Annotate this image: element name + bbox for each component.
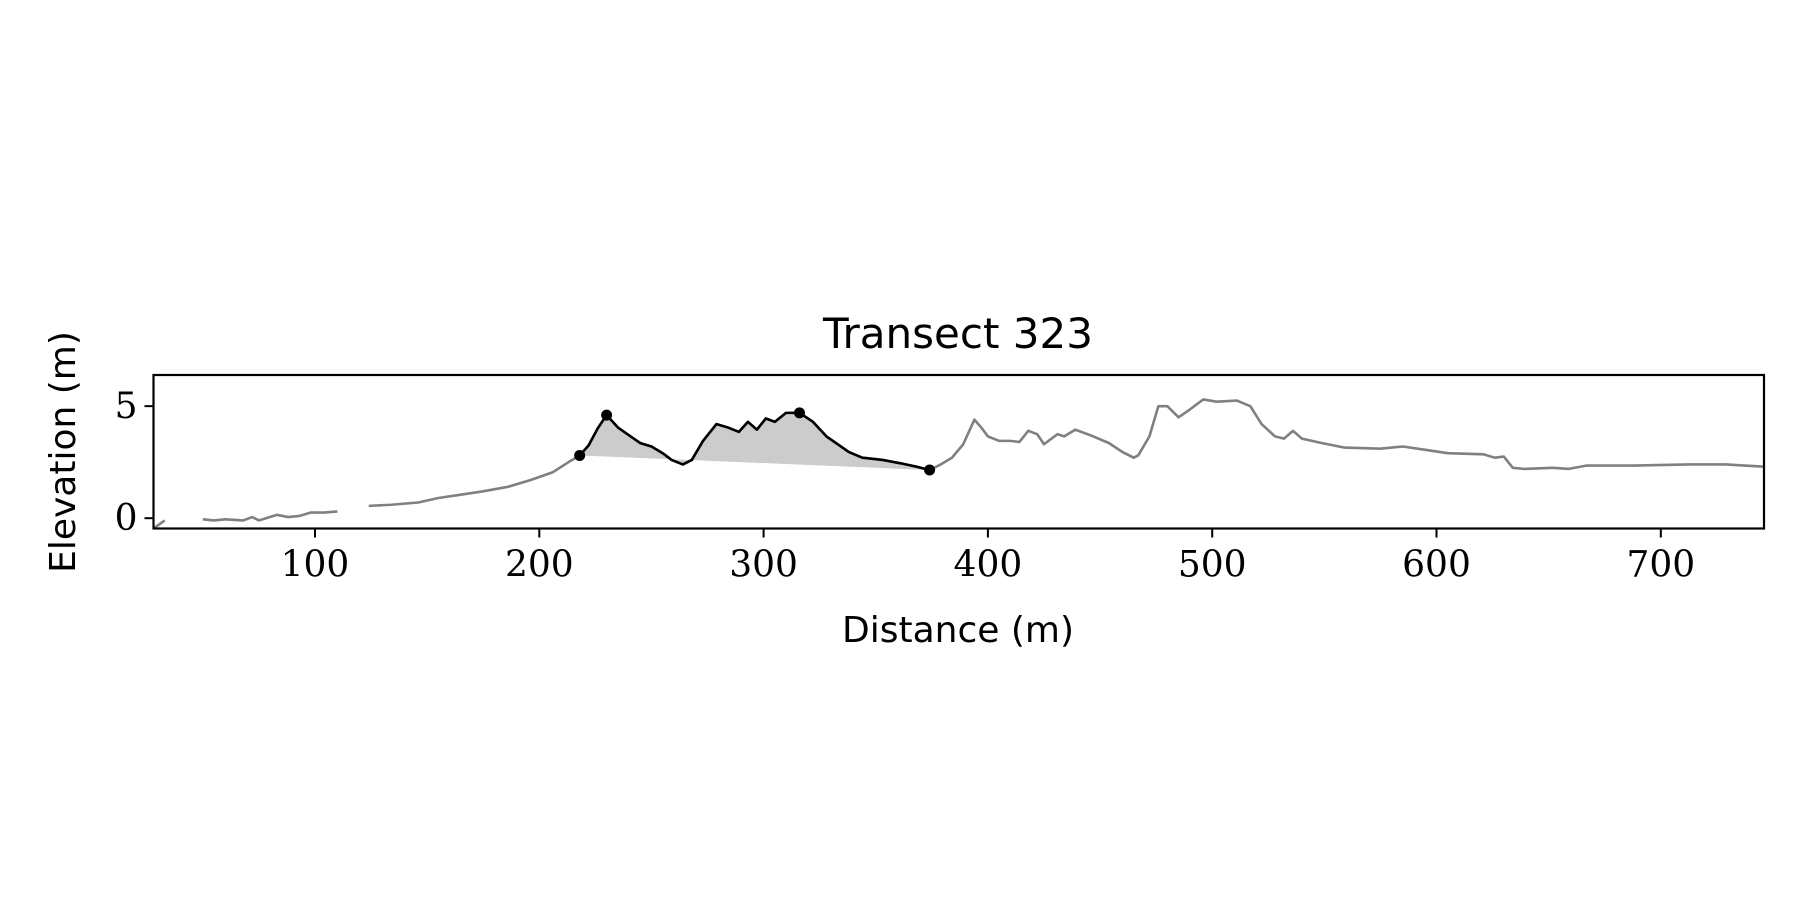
x-tick-label: 400 xyxy=(954,545,1023,586)
x-tick-label: 200 xyxy=(505,545,574,586)
profile-line xyxy=(153,398,1764,529)
point xyxy=(574,449,586,461)
y-tick-label: 0 xyxy=(115,498,138,539)
x-axis-label: Distance (m) xyxy=(842,610,1074,651)
x-tick-label: 700 xyxy=(1626,545,1695,586)
y-tick-label: 5 xyxy=(115,386,138,427)
x-tick-label: 500 xyxy=(1178,545,1247,586)
point xyxy=(793,407,805,419)
x-tick-label: 600 xyxy=(1402,545,1471,586)
profile-line xyxy=(578,411,930,472)
x-tick-label: 100 xyxy=(281,545,350,586)
area-fill xyxy=(579,412,930,471)
x-tick-label: 300 xyxy=(729,545,798,586)
point xyxy=(601,409,613,421)
point xyxy=(924,464,936,476)
axes-frame xyxy=(152,373,1766,530)
chart-title: Transect 323 xyxy=(822,309,1093,358)
y-axis-label: Elevation (m) xyxy=(43,331,84,573)
